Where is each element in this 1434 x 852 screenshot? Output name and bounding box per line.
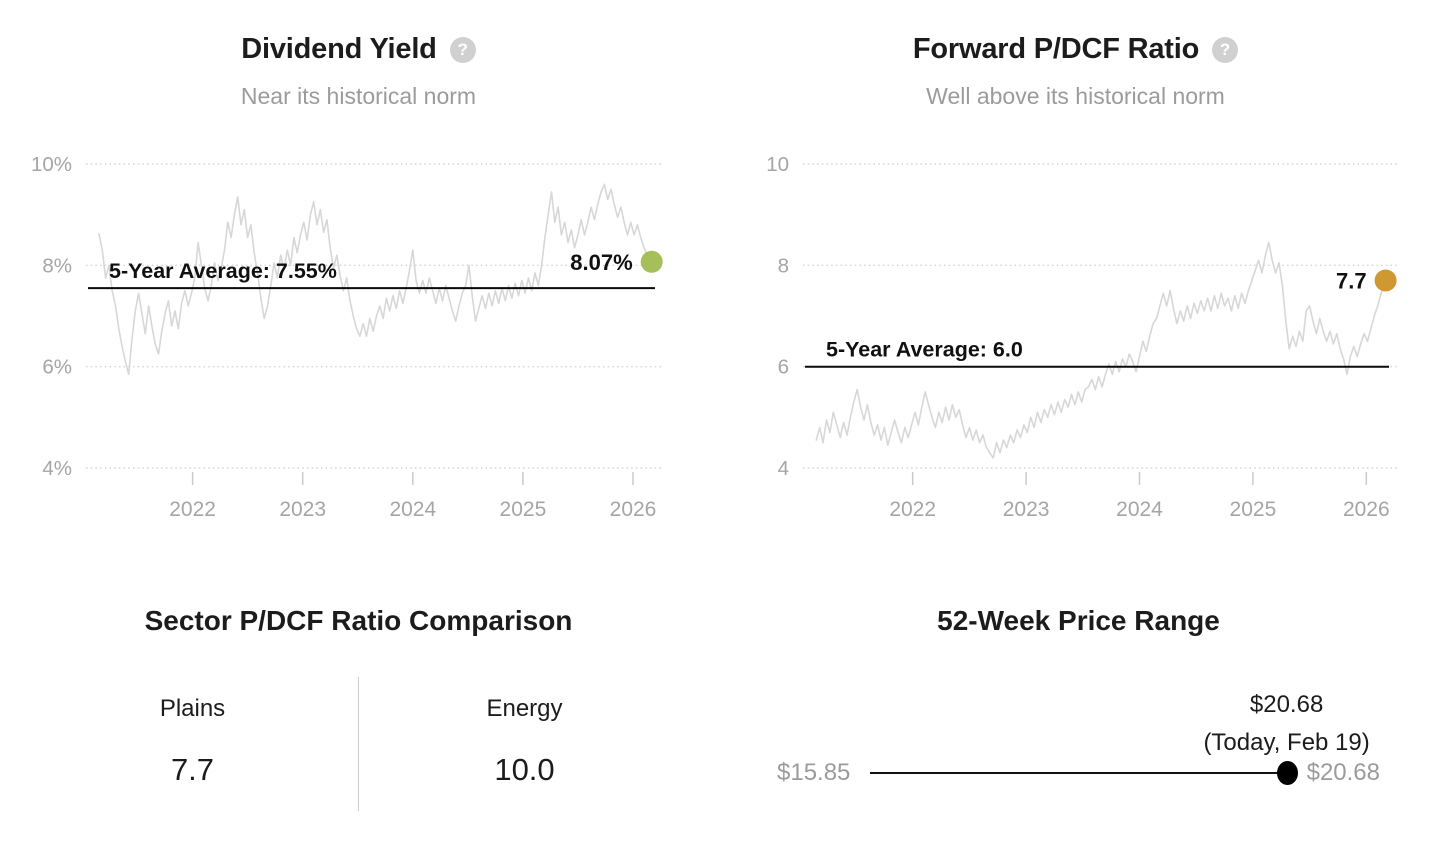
svg-text:7.7: 7.7 (1336, 269, 1367, 294)
question-mark-glyph: ? (1219, 39, 1231, 59)
chart-subtitle: Well above its historical norm (926, 83, 1225, 109)
question-mark-glyph: ? (457, 39, 468, 59)
price-range-title: 52-Week Price Range (937, 605, 1220, 636)
pdcf-ratio-chart: 10 8 6 4 2022 2023 2024 2025 2026 5-Year Average:… (766, 153, 1398, 521)
svg-text:2024: 2024 (389, 498, 436, 521)
svg-text:4: 4 (778, 457, 789, 480)
svg-text:5-Year Average: 6.0: 5-Year Average: 6.0 (826, 338, 1023, 362)
svg-text:2025: 2025 (500, 498, 547, 521)
vertical-divider (358, 677, 359, 811)
svg-text:10%: 10% (31, 153, 72, 176)
svg-text:2023: 2023 (279, 498, 326, 521)
svg-text:2022: 2022 (169, 498, 216, 521)
range-low-label: $15.85 (777, 759, 851, 786)
svg-text:2026: 2026 (610, 498, 657, 521)
svg-text:8: 8 (778, 254, 789, 277)
svg-text:6%: 6% (42, 356, 72, 379)
price-range-widget: $15.85 $20.68 (Today, Feb 19) $20.68 (777, 691, 1380, 787)
summary-row: Sector P/DCF Ratio Comparison Plains 7.7… (0, 541, 1434, 811)
svg-text:6: 6 (778, 356, 789, 379)
question-mark-icon[interactable]: ? (1212, 36, 1239, 63)
svg-text:8.07%: 8.07% (570, 250, 632, 275)
svg-text:2025: 2025 (1230, 498, 1277, 521)
svg-text:2024: 2024 (1116, 498, 1163, 521)
svg-text:5-Year Average: 7.55%: 5-Year Average: 7.55% (109, 259, 337, 283)
pdcf-ratio-header: Forward P/DCF Ratio ? (717, 33, 1434, 66)
svg-text:2023: 2023 (1003, 498, 1050, 521)
range-high-label: $20.68 (1306, 759, 1380, 786)
today-price-label: $20.68 (Today, Feb 19) (1203, 690, 1369, 758)
dividend-yield-header: Dividend Yield ? (0, 33, 717, 66)
column-label: Plains (159, 695, 226, 722)
comparison-column-plains: Plains 7.7 (27, 677, 358, 811)
comparison-column-energy: Energy 10.0 (359, 677, 690, 811)
svg-text:8%: 8% (42, 254, 72, 277)
sector-comparison-table: Plains 7.7 Energy 10.0 (0, 677, 717, 811)
charts-row: Dividend Yield ? Near its historical nor… (0, 0, 1434, 541)
chart-title: Forward P/DCF Ratio (912, 33, 1200, 65)
chart-subtitle: Near its historical norm (240, 83, 477, 109)
today-date: (Today, Feb 19) (1203, 729, 1370, 756)
chart-title: Dividend Yield (241, 33, 437, 65)
svg-text:2022: 2022 (889, 498, 936, 521)
svg-text:10: 10 (766, 153, 789, 176)
sector-comparison-title: Sector P/DCF Ratio Comparison (144, 605, 573, 636)
price-range-section: 52-Week Price Range $15.85 $20.68 (Today… (717, 541, 1434, 811)
svg-text:2026: 2026 (1343, 498, 1390, 521)
column-value: 10.0 (494, 752, 555, 787)
question-mark-icon[interactable]: ? (449, 36, 476, 63)
dividend-yield-chart: 10% 8% 6% 4% 2022 2023 2024 2025 2026 5-Year Aver… (31, 153, 664, 521)
range-track: $20.68 (Today, Feb 19) (870, 691, 1370, 785)
today-price: $20.68 (1249, 691, 1324, 718)
sector-comparison-section: Sector P/DCF Ratio Comparison Plains 7.7… (0, 541, 717, 811)
column-label: Energy (486, 695, 563, 722)
current-price-dot[interactable] (1276, 761, 1298, 785)
dividend-yield-panel: Dividend Yield ? Near its historical nor… (0, 0, 717, 541)
svg-text:4%: 4% (42, 457, 72, 480)
pdcf-ratio-panel: Forward P/DCF Ratio ? Well above its his… (717, 0, 1434, 541)
column-value: 7.7 (170, 752, 215, 787)
